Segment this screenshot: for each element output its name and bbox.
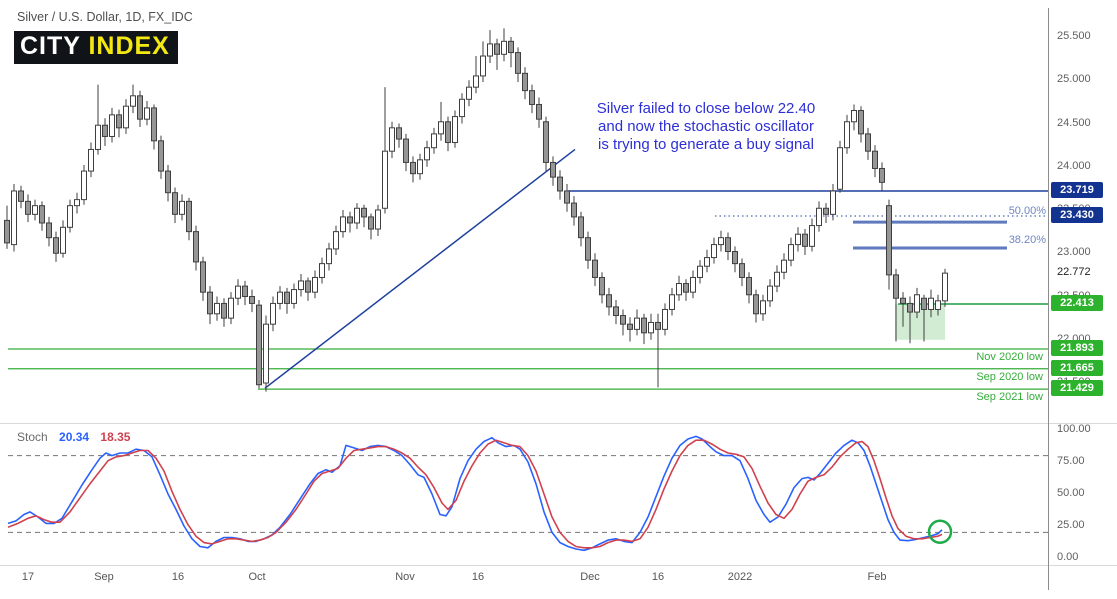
- current-price-label: 22.772: [1057, 265, 1091, 278]
- time-label-16-2: 16: [171, 571, 185, 583]
- time-label-Nov-4: Nov: [395, 571, 415, 583]
- time-label-Feb-9: Feb: [867, 571, 887, 583]
- price-tick-24.500: 24.500: [1057, 116, 1091, 129]
- stoch-tick-50.00: 50.00: [1057, 487, 1085, 499]
- price-badge-22.413: 22.413: [1051, 295, 1103, 312]
- level-label-sep-2020-low[interactable]: Sep 2020 low: [976, 370, 1043, 383]
- fib-50-label[interactable]: 50.00%: [1008, 205, 1046, 218]
- annotation-line-3: is trying to generate a buy signal: [598, 136, 814, 153]
- logo-index-text: INDEX: [88, 32, 170, 60]
- stoch-k-value: 20.34: [59, 430, 90, 444]
- candlestick-series[interactable]: [4, 28, 948, 392]
- stoch-line-k[interactable]: [7, 435, 943, 552]
- annotation-line-2: and now the stochastic oscillator: [598, 118, 814, 135]
- stoch-indicator-name: Stoch: [17, 430, 48, 444]
- stoch-tick-75.00: 75.00: [1057, 455, 1085, 467]
- price-tick-23.000: 23.000: [1057, 246, 1091, 259]
- annotation-line-1: Silver failed to close below 22.40: [596, 100, 816, 117]
- price-tick-25.500: 25.500: [1057, 30, 1091, 42]
- price-badge-23.430: 23.430: [1051, 207, 1103, 224]
- fib-382-label[interactable]: 38.20%: [1008, 234, 1046, 246]
- level-label-sep-2021-low[interactable]: Sep 2021 low: [976, 391, 1043, 404]
- symbol-title[interactable]: Silver / U.S. Dollar, 1D, FX_IDC: [17, 10, 193, 24]
- price-badge-23.719: 23.719: [1051, 182, 1103, 199]
- time-label-16-5: 16: [471, 571, 485, 583]
- stoch-tick-100.00: 100.00: [1057, 423, 1091, 435]
- rising-trendline[interactable]: [264, 148, 576, 389]
- price-badge-21.429: 21.429: [1051, 380, 1103, 397]
- buy-signal-circle[interactable]: [927, 519, 953, 545]
- price-badge-21.665: 21.665: [1051, 359, 1103, 376]
- time-label-Oct-3: Oct: [248, 571, 266, 583]
- analyst-annotation[interactable]: Silver failed to close below 22.40 and n…: [560, 100, 852, 154]
- time-label-Dec-6: Dec: [580, 571, 600, 583]
- price-tick-24.000: 24.000: [1057, 159, 1091, 172]
- stoch-tick-0.00: 0.00: [1057, 551, 1079, 563]
- stoch-d-value: 18.35: [100, 430, 131, 444]
- stoch-line-d[interactable]: [7, 439, 943, 549]
- stoch-tick-25.00: 25.00: [1057, 519, 1085, 531]
- time-label-16-7: 16: [651, 571, 665, 583]
- time-label-17-0: 17: [21, 571, 35, 583]
- city-index-logo: CITY INDEX: [14, 31, 178, 64]
- price-badge-21.893: 21.893: [1051, 340, 1103, 356]
- time-label-Sep-1: Sep: [94, 571, 114, 583]
- price-tick-25.000: 25.000: [1057, 73, 1091, 86]
- stoch-legend[interactable]: Stoch 20.34 18.35: [17, 430, 138, 444]
- logo-city-text: CITY: [20, 32, 81, 60]
- level-label-nov-2020-low[interactable]: Nov 2020 low: [976, 351, 1043, 363]
- time-label-2022-8: 2022: [727, 571, 753, 583]
